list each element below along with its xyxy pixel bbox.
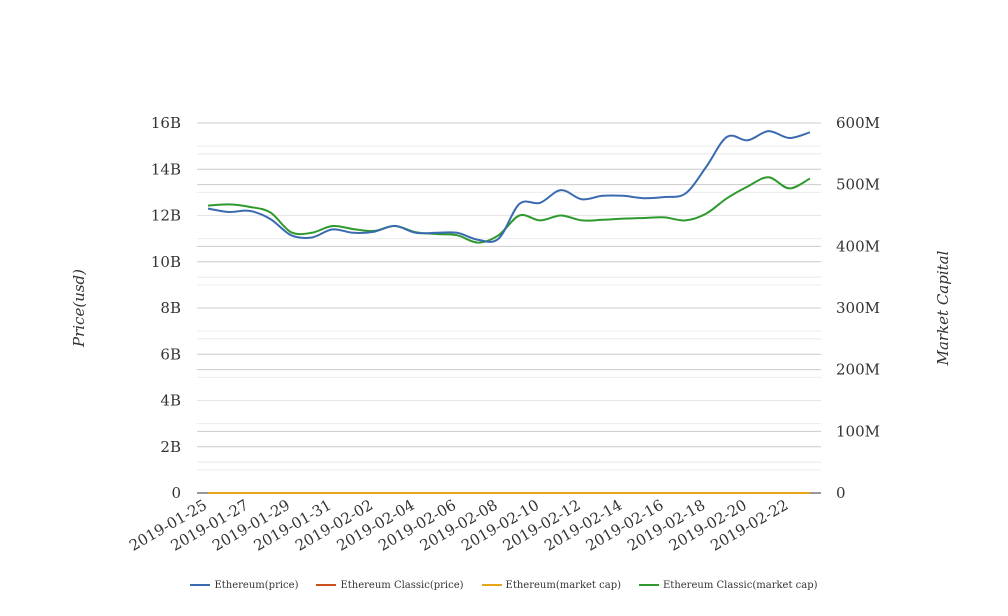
y-axis-right-title: Market Capital (934, 250, 952, 366)
y-right-tick-label: 300M (836, 299, 880, 317)
legend-label: Ethereum(market cap) (505, 579, 621, 591)
legend-item[interactable]: Ethereum(price) (190, 580, 298, 591)
y-right-tick-label: 200M (836, 361, 880, 379)
y-left-tick-label: 14B (151, 160, 181, 178)
legend-label: Ethereum(price) (214, 579, 299, 591)
legend-swatch (316, 584, 337, 586)
legend-swatch (481, 584, 502, 586)
legend: Ethereum(price) Ethereum Classic(price) Et… (0, 576, 1008, 594)
series-line-ethereum-classic-market-cap (207, 176, 811, 244)
x-axis-ticks: 2019-01-252019-01-272019-01-292019-01-31… (126, 496, 791, 555)
y-left-tick-label: 0 (171, 484, 181, 502)
y-right-tick-label: 100M (836, 422, 880, 440)
right-axis-ticks: 0 100M 200M 300M 400M 500M 600M (836, 114, 880, 502)
legend-swatch (190, 584, 211, 586)
y-right-tick-label: 0 (836, 484, 846, 502)
y-left-tick-label: 4B (160, 392, 181, 410)
y-left-tick-label: 12B (151, 207, 181, 225)
series-line-ethereum-price (207, 130, 811, 243)
y-right-tick-label: 400M (836, 237, 880, 255)
grid-lines (197, 122, 821, 494)
y-left-tick-label: 8B (160, 299, 181, 317)
y-left-tick-label: 10B (151, 253, 181, 271)
y-left-tick-label: 2B (160, 438, 181, 456)
y-left-tick-label: 16B (151, 114, 181, 132)
legend-item[interactable]: Ethereum(market cap) (481, 579, 621, 591)
y-right-tick-label: 500M (836, 176, 880, 194)
y-right-tick-label: 600M (836, 114, 880, 132)
y-left-tick-label: 6B (160, 345, 181, 363)
legend-swatch (639, 584, 659, 586)
series-lines (207, 130, 811, 495)
legend-label: Ethereum Classic(market cap) (663, 579, 818, 591)
legend-label: Ethereum Classic(price) (340, 579, 464, 591)
legend-item[interactable]: Ethereum Classic(price) (316, 579, 464, 591)
legend-item[interactable]: Ethereum Classic(market cap) (639, 580, 818, 591)
y-axis-left-title: Price(usd) (70, 269, 88, 348)
left-axis-ticks: 0 2B 4B 6B 8B 10B 12B 14B 16B (151, 114, 181, 502)
